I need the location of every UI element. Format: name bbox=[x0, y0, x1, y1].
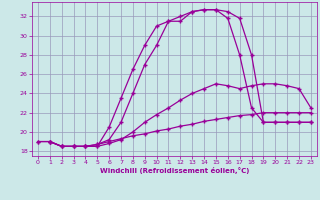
X-axis label: Windchill (Refroidissement éolien,°C): Windchill (Refroidissement éolien,°C) bbox=[100, 167, 249, 174]
